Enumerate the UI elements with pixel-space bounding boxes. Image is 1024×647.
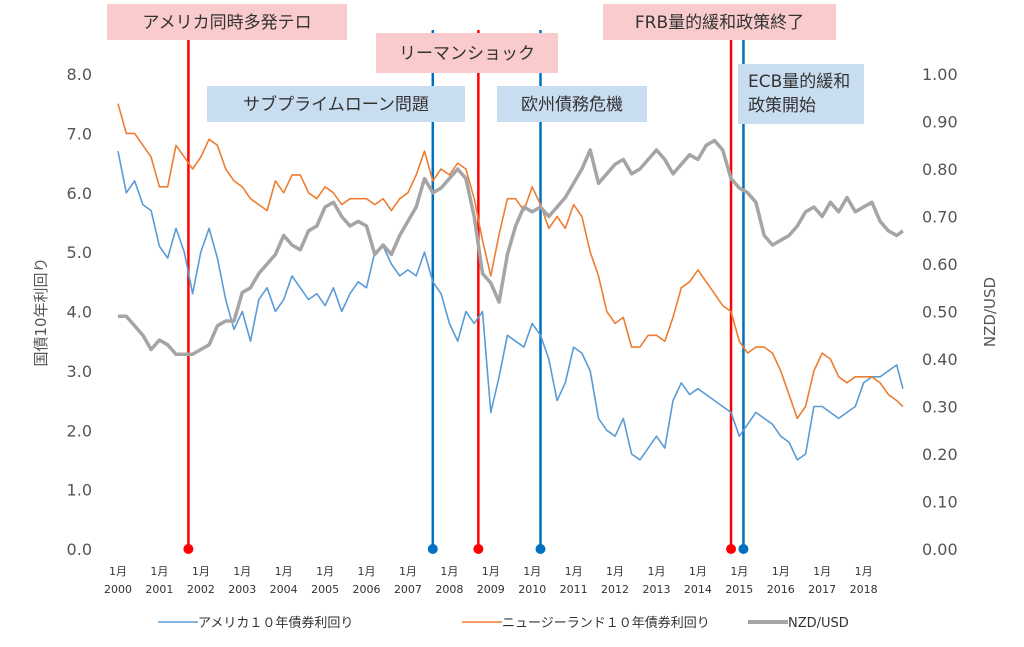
y-right-tick-label: 0.60 bbox=[922, 255, 958, 274]
x-tick-year: 2010 bbox=[518, 583, 546, 596]
y-left-tick-label: 0.0 bbox=[67, 540, 92, 559]
x-tick-month: 1月 bbox=[233, 565, 251, 578]
series-line bbox=[117, 151, 904, 461]
x-tick-year: 2012 bbox=[601, 583, 629, 596]
x-tick-month: 1月 bbox=[109, 565, 127, 578]
y-axis-left-label: 国債10年利回り bbox=[32, 257, 50, 366]
y-left-tick-label: 4.0 bbox=[67, 303, 92, 322]
x-tick-month: 1月 bbox=[399, 565, 417, 578]
event-marker-dot bbox=[427, 544, 438, 554]
y-axis-right-label: NZD/USD bbox=[981, 277, 999, 347]
x-tick-year: 2005 bbox=[311, 583, 339, 596]
y-axis-right-ticks: 0.00 0.10 0.20 0.30 0.40 0.50 0.60 0.70 0.80 0.90… bbox=[922, 65, 958, 559]
x-tick-month: 1月 bbox=[813, 565, 831, 578]
legend-label: NZD/USD bbox=[788, 616, 849, 631]
x-tick-month: 1月 bbox=[150, 565, 168, 578]
x-tick-year: 2002 bbox=[187, 583, 215, 596]
x-tick-year: 2016 bbox=[767, 583, 795, 596]
x-tick-year: 2000 bbox=[104, 583, 132, 596]
y-left-tick-label: 3.0 bbox=[67, 362, 92, 381]
event-label-box bbox=[207, 86, 465, 122]
y-left-tick-label: 6.0 bbox=[67, 184, 92, 203]
event-label-box bbox=[738, 64, 864, 124]
x-tick-year: 2003 bbox=[228, 583, 256, 596]
x-tick-year: 2007 bbox=[394, 583, 422, 596]
event-label: リーマンショック bbox=[399, 44, 535, 64]
event-label: FRB量的緩和政策終了 bbox=[635, 13, 804, 33]
event-label-box bbox=[603, 4, 836, 40]
annotation-dots bbox=[183, 544, 749, 554]
x-tick-year: 2013 bbox=[642, 583, 670, 596]
x-axis-ticks: 1月 2000 1月 2001 1月 2002 1月 2003 1月 2004 1月 2005 1月 20… bbox=[104, 565, 878, 596]
x-tick-month: 1月 bbox=[647, 565, 665, 578]
y-right-tick-label: 0.40 bbox=[922, 350, 958, 369]
x-tick-year: 2018 bbox=[850, 583, 878, 596]
x-tick-year: 2001 bbox=[145, 583, 173, 596]
x-tick-month: 1月 bbox=[730, 565, 748, 578]
y-left-tick-label: 2.0 bbox=[67, 421, 92, 440]
event-marker-dot bbox=[473, 544, 484, 554]
y-right-tick-label: 0.70 bbox=[922, 208, 958, 227]
event-label: アメリカ同時多発テロ bbox=[142, 13, 311, 33]
x-tick-year: 2008 bbox=[435, 583, 463, 596]
x-tick-month: 1月 bbox=[855, 565, 873, 578]
event-label: 政策開始 bbox=[748, 96, 816, 116]
x-tick-month: 1月 bbox=[606, 565, 624, 578]
x-tick-month: 1月 bbox=[358, 565, 376, 578]
y-left-tick-label: 1.0 bbox=[67, 481, 92, 500]
y-left-tick-label: 8.0 bbox=[67, 65, 92, 84]
event-marker-dot bbox=[738, 544, 749, 554]
event-marker-dot bbox=[726, 544, 737, 554]
y-axis-left-ticks: 0.0 1.0 2.0 3.0 4.0 5.0 6.0 7.0 8.0 bbox=[67, 65, 92, 559]
y-left-tick-label: 7.0 bbox=[67, 124, 92, 143]
x-tick-year: 2011 bbox=[560, 583, 588, 596]
x-tick-month: 1月 bbox=[689, 565, 707, 578]
x-tick-month: 1月 bbox=[772, 565, 790, 578]
x-tick-year: 2015 bbox=[725, 583, 753, 596]
y-right-tick-label: 1.00 bbox=[922, 65, 958, 84]
x-tick-month: 1月 bbox=[565, 565, 583, 578]
y-right-tick-label: 0.80 bbox=[922, 160, 958, 179]
series-layer bbox=[117, 103, 904, 461]
x-tick-year: 2004 bbox=[270, 583, 298, 596]
y-right-tick-label: 0.30 bbox=[922, 398, 958, 417]
series-line bbox=[117, 103, 904, 420]
event-label-box bbox=[107, 4, 347, 40]
series-line bbox=[118, 138, 904, 357]
x-tick-year: 2014 bbox=[684, 583, 712, 596]
event-label: 欧州債務危機 bbox=[521, 95, 623, 115]
event-label: サブプライムローン問題 bbox=[243, 94, 429, 115]
event-marker-dot bbox=[183, 544, 194, 554]
event-label-box bbox=[497, 86, 647, 122]
x-tick-month: 1月 bbox=[523, 565, 541, 578]
x-tick-year: 2009 bbox=[477, 583, 505, 596]
y-right-tick-label: 0.00 bbox=[922, 540, 958, 559]
x-tick-year: 2017 bbox=[808, 583, 836, 596]
event-label: ECB量的緩和 bbox=[748, 72, 850, 92]
legend: アメリカ１０年債券利回り ニュージーランド１０年債券利回り NZD/USD bbox=[158, 615, 849, 631]
legend-label: アメリカ１０年債券利回り bbox=[198, 615, 353, 631]
legend-label: ニュージーランド１０年債券利回り bbox=[502, 615, 710, 631]
x-tick-month: 1月 bbox=[275, 565, 293, 578]
y-left-tick-label: 5.0 bbox=[67, 243, 92, 262]
event-marker-dot bbox=[535, 544, 546, 554]
x-tick-year: 2006 bbox=[353, 583, 381, 596]
y-right-tick-label: 0.20 bbox=[922, 445, 958, 464]
y-right-tick-label: 0.90 bbox=[922, 113, 958, 132]
x-tick-month: 1月 bbox=[192, 565, 210, 578]
x-tick-month: 1月 bbox=[482, 565, 500, 578]
event-label-box bbox=[376, 33, 558, 73]
y-right-tick-label: 0.10 bbox=[922, 493, 958, 512]
x-tick-month: 1月 bbox=[440, 565, 458, 578]
y-right-tick-label: 0.50 bbox=[922, 303, 958, 322]
x-tick-month: 1月 bbox=[316, 565, 334, 578]
